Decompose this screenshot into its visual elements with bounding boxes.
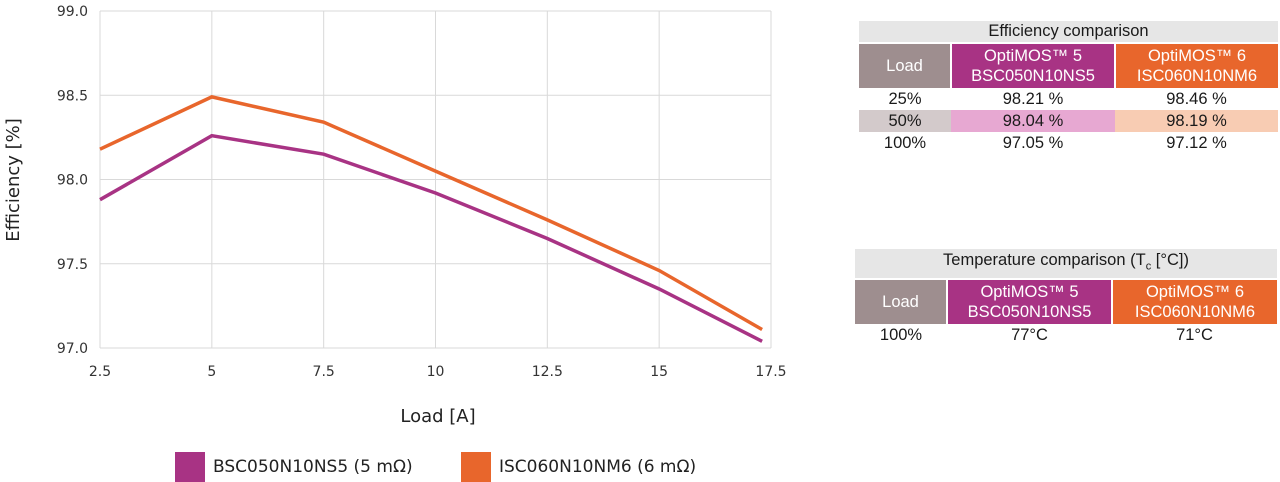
x-tick-label: 7.5 bbox=[313, 364, 335, 380]
cell-optimos6: 97.12 % bbox=[1166, 134, 1227, 152]
cell-load: 100% bbox=[883, 134, 927, 152]
series-line-bsc050n10ns5 bbox=[99, 133, 763, 343]
table-title: Temperature comparison (Tc [°C]) bbox=[855, 249, 1277, 281]
y-tick-label: 97.5 bbox=[57, 257, 88, 273]
x-tick-label: 5 bbox=[207, 364, 216, 380]
x-tick-label: 2.5 bbox=[89, 364, 111, 380]
y-tick-label: 97.0 bbox=[57, 341, 88, 357]
cell-optimos5: 77°C bbox=[1011, 326, 1048, 345]
legend-swatch bbox=[175, 452, 205, 482]
x-tick-label: 10 bbox=[427, 364, 445, 380]
cell-load: 25% bbox=[888, 90, 922, 108]
series-lines bbox=[99, 95, 763, 343]
cell-optimos6: 71°C bbox=[1176, 326, 1213, 345]
x-tick-label: 17.5 bbox=[755, 364, 786, 380]
grid bbox=[99, 10, 772, 349]
x-tick-label: 15 bbox=[650, 364, 668, 380]
tick-labels: 97.0 97.5 98.0 98.5 99.0 2.5 5 7.5 10 12.5 15 17.5 bbox=[57, 4, 787, 380]
legend-label: ISC060N10NM6 (6 mΩ) bbox=[499, 457, 697, 477]
cell-optimos6: 98.19 % bbox=[1115, 110, 1278, 132]
x-axis-label: Load [A] bbox=[400, 406, 475, 427]
efficiency-chart: 97.097.598.098.599.02.5 5 7.5 10 12.5 15 17.5 … bbox=[3, 4, 787, 427]
table-row-highlighted: 50% 98.04 % 98.19 % bbox=[859, 110, 1278, 132]
x-tick-label: 12.5 bbox=[532, 364, 563, 380]
header-optimos5: OptiMOS™ 5 BSC050N10NS5 bbox=[947, 279, 1113, 325]
efficiency-table: Efficiency comparison Load OptiMOS™ 5 BSC… bbox=[859, 21, 1278, 154]
header-load: Load bbox=[859, 43, 952, 88]
cell-optimos5: 97.05 % bbox=[1002, 134, 1064, 152]
table-row: 100% 77°C 71°C bbox=[855, 324, 1277, 346]
header-optimos6: OptiMOS™ 6 ISC060N10NM6 bbox=[1112, 279, 1277, 325]
cell-optimos6: 98.46 % bbox=[1166, 90, 1227, 108]
cell-load: 50% bbox=[859, 110, 951, 132]
header-load: Load bbox=[855, 279, 948, 325]
cell-optimos5: 98.04 % bbox=[951, 110, 1115, 132]
y-tick-label: 98.0 bbox=[57, 173, 88, 189]
header-optimos6: OptiMOS™ 6 ISC060N10NM6 bbox=[1115, 43, 1278, 88]
y-tick-label: 98.5 bbox=[57, 88, 88, 104]
cell-optimos5: 98.21 % bbox=[1002, 90, 1064, 108]
legend-swatch bbox=[461, 452, 491, 482]
temperature-table: Temperature comparison (Tc [°C]) Load Op… bbox=[855, 249, 1277, 346]
table-row: 25% 98.21 % 98.46 % bbox=[859, 88, 1278, 110]
y-axis-label: Efficiency [%] bbox=[3, 118, 24, 242]
legend-label: BSC050N10NS5 (5 mΩ) bbox=[213, 457, 413, 477]
cell-load: 100% bbox=[879, 326, 923, 345]
legend-item-bsc050: BSC050N10NS5 (5 mΩ) bbox=[175, 452, 413, 482]
y-tick-label: 99.0 bbox=[57, 4, 88, 20]
table-title: Efficiency comparison bbox=[859, 21, 1278, 44]
table-row: 100% 97.05 % 97.12 % bbox=[859, 132, 1278, 154]
legend-item-isc060: ISC060N10NM6 (6 mΩ) bbox=[461, 452, 696, 482]
header-optimos5: OptiMOS™ 5 BSC050N10NS5 bbox=[951, 43, 1116, 88]
series-line-isc060n10nm6 bbox=[99, 95, 763, 332]
